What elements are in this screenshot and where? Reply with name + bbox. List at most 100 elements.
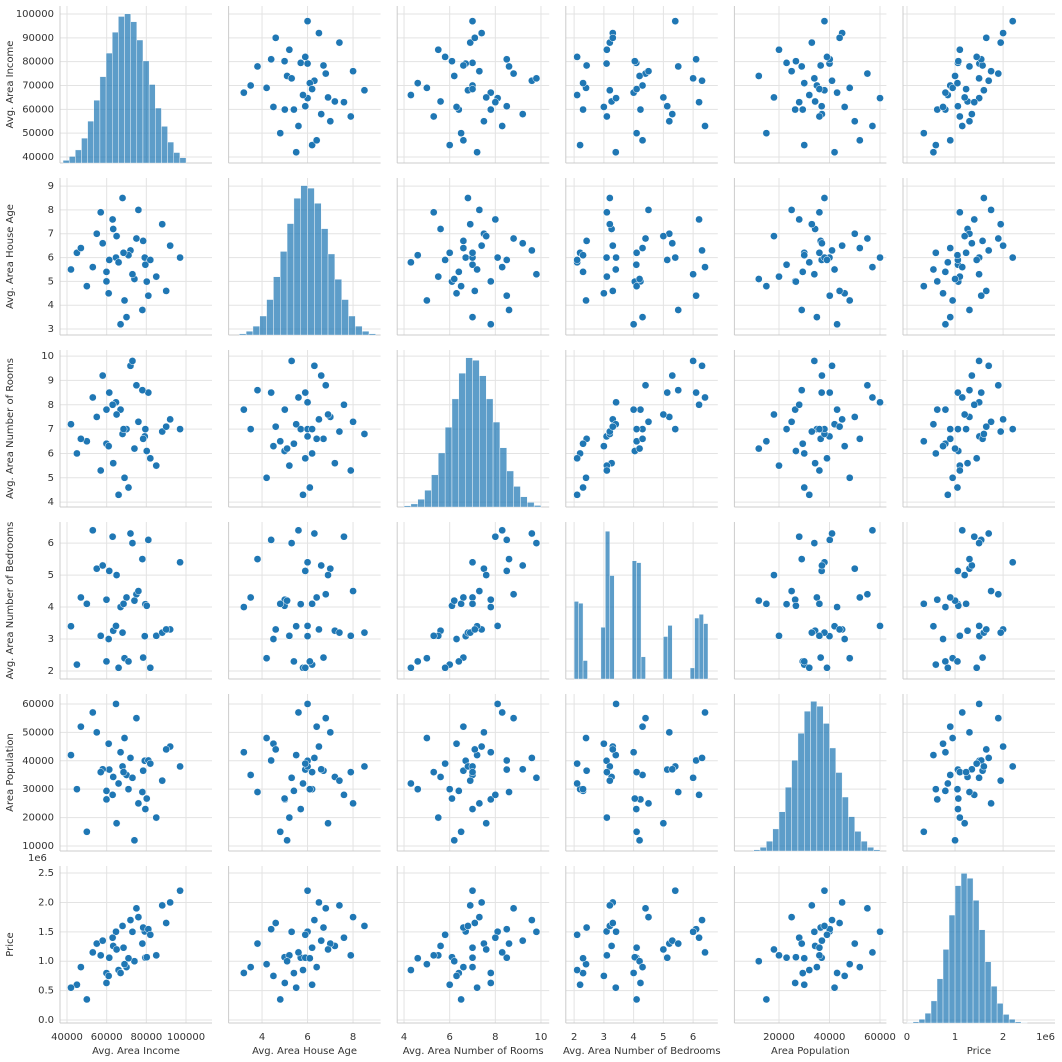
scatter-point — [480, 728, 488, 737]
scatter-point — [576, 980, 584, 989]
scatter-point — [970, 532, 979, 541]
scatter-point — [876, 622, 884, 630]
scatter-point — [798, 969, 807, 977]
scatter-point — [532, 74, 541, 83]
scatter-point — [346, 631, 355, 640]
scatter-point — [754, 72, 763, 80]
scatter-point — [792, 277, 800, 286]
y-tick-label: 6 — [48, 253, 54, 264]
scatter-point — [850, 117, 859, 126]
scatter-point — [602, 253, 611, 262]
scatter-point — [441, 759, 449, 768]
scatter-point — [509, 904, 518, 913]
scatter-point — [138, 555, 147, 563]
scatter-point — [122, 313, 131, 321]
scatter-point — [919, 129, 928, 138]
scatter-point — [792, 601, 800, 610]
histogram-bar — [930, 1000, 938, 1024]
scatter-point — [482, 232, 491, 240]
scatter-point — [579, 79, 587, 87]
scatter-point — [689, 357, 697, 365]
scatter-point — [939, 635, 947, 643]
scatter-point — [807, 427, 816, 436]
scatter-point — [112, 232, 121, 240]
histogram-bar — [636, 562, 642, 680]
scatter-point — [146, 256, 155, 264]
histogram-bar — [816, 706, 824, 852]
scatter-point — [602, 756, 611, 765]
scatter-point — [493, 253, 502, 262]
scatter-point — [445, 785, 454, 794]
scatter-point — [134, 417, 143, 426]
scatter-point — [579, 483, 587, 492]
scatter-point — [810, 270, 819, 279]
scatter-point — [775, 631, 783, 640]
scatter-point — [960, 571, 969, 579]
scatter-point — [452, 972, 461, 980]
scatter-point — [473, 265, 481, 274]
scatter-point — [701, 393, 709, 402]
x-tick-label: 80000 — [130, 1032, 162, 1043]
scatter-point — [968, 110, 976, 118]
scatter-point — [792, 57, 800, 66]
scatter-point — [299, 490, 307, 499]
scatter-point — [269, 103, 278, 111]
scatter-point — [795, 215, 804, 224]
scatter-point — [695, 791, 703, 799]
histogram-bar — [703, 623, 709, 680]
scatter-point — [423, 734, 431, 742]
histogram-bar — [142, 60, 150, 164]
scatter-point — [668, 110, 677, 118]
scatter-point — [787, 913, 796, 921]
scatter-point — [833, 405, 841, 414]
scatter-point — [876, 398, 884, 407]
y-tick-label: 10 — [41, 351, 54, 362]
scatter-point — [830, 265, 839, 274]
scatter-point — [805, 258, 814, 267]
scatter-point — [92, 413, 101, 421]
scatter-point — [791, 979, 800, 987]
scatter-point — [98, 561, 107, 570]
scatter-point — [602, 272, 611, 281]
scatter-point — [324, 571, 332, 579]
scatter-point — [452, 739, 461, 748]
scatter-point — [632, 248, 641, 257]
scatter-point — [984, 529, 993, 538]
scatter-point — [946, 136, 955, 145]
scatter-point — [77, 722, 85, 731]
scatter-point — [152, 951, 161, 960]
scatter-point — [477, 898, 486, 907]
scatter-point — [579, 954, 587, 963]
scatter-point — [962, 85, 970, 93]
scatter-point — [946, 244, 955, 252]
scatter-point — [468, 593, 477, 602]
scatter-point — [972, 256, 981, 264]
scatter-point — [770, 93, 778, 102]
scatter-point — [863, 590, 872, 599]
scatter-point — [629, 405, 638, 414]
scatter-point — [612, 398, 620, 407]
scatter-point — [689, 74, 697, 83]
scatter-point — [965, 728, 974, 737]
scatter-point — [573, 966, 581, 974]
scatter-point — [939, 289, 947, 298]
x-tick-label: 6 — [447, 1032, 453, 1043]
scatter-point — [315, 742, 323, 751]
scatter-point — [835, 625, 844, 634]
scatter-point — [445, 141, 454, 149]
scatter-point — [996, 220, 1005, 229]
x-tick-label: 0 — [904, 1032, 910, 1043]
scatter-point — [310, 754, 319, 762]
scatter-point — [82, 995, 91, 1004]
scatter-point — [280, 57, 289, 66]
scatter-point — [166, 241, 174, 250]
scatter-point — [473, 983, 481, 992]
scatter-point — [108, 400, 117, 409]
scatter-point — [980, 194, 988, 202]
scatter-point — [176, 558, 184, 567]
scatter-point — [452, 289, 461, 298]
scatter-point — [641, 904, 650, 913]
scatter-point — [972, 454, 981, 463]
scatter-point — [349, 417, 357, 426]
scatter-point — [502, 765, 511, 774]
